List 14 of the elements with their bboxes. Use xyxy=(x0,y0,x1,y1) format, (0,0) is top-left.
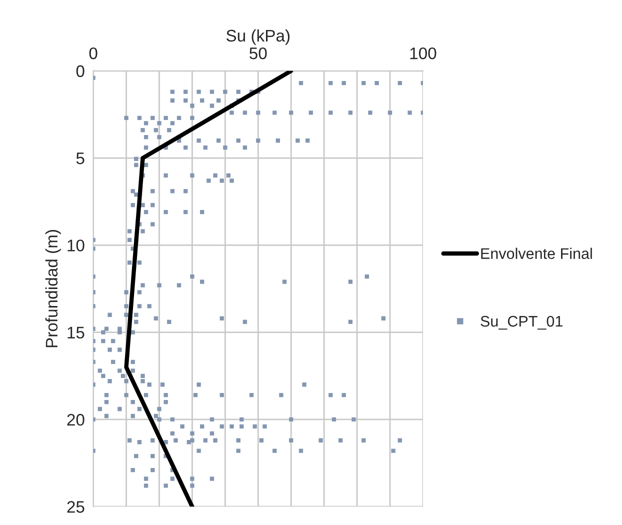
y-axis-title: Profundidad (m) xyxy=(45,230,61,348)
y-tick-label: 15 xyxy=(68,326,84,339)
x-tick-label: 0 xyxy=(89,47,98,60)
legend-label: Su_CPT_01 xyxy=(480,316,562,330)
y-tick-label: 0 xyxy=(76,65,84,78)
y-tick-label: 10 xyxy=(68,240,84,252)
y-tick-label: 25 xyxy=(67,501,84,513)
line-series xyxy=(124,70,294,507)
x-tick-label: 100 xyxy=(410,47,436,60)
y-tick-label: 20 xyxy=(67,414,84,426)
legend-label: Envolvente Final xyxy=(481,248,592,259)
y-tick-label: 5 xyxy=(76,152,84,164)
x-axis-title: Su (kPa) xyxy=(226,29,290,45)
x-tick-label: 50 xyxy=(250,47,267,60)
